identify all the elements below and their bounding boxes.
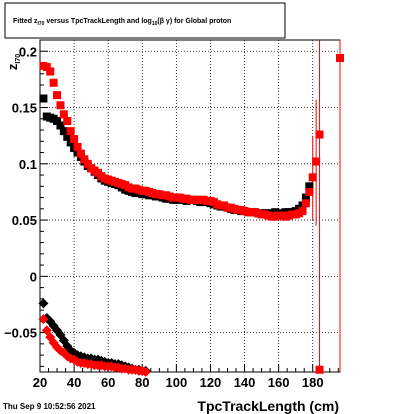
x-axis-title: TpcTrackLength (cm) — [197, 398, 339, 414]
chart-title: Fitted zI70 versus TpcTrackLength and lo… — [13, 18, 231, 27]
data-point-square — [315, 130, 324, 139]
data-point-diamond — [58, 347, 69, 358]
data-point-square — [73, 142, 82, 151]
data-point-square — [301, 199, 310, 208]
x-tick-label: 160 — [268, 375, 290, 390]
data-point-diamond — [58, 335, 69, 346]
data-point-square — [298, 207, 307, 216]
y-tick-label: 0.1 — [19, 157, 37, 172]
data-point-square — [39, 94, 48, 103]
x-tick-label: 140 — [234, 375, 256, 390]
data-point-square — [336, 54, 344, 63]
data-point-square — [46, 67, 55, 76]
data-point-square — [53, 117, 62, 126]
data-point-square — [83, 159, 92, 168]
data-point-square — [312, 157, 321, 166]
data-point-square — [56, 121, 65, 130]
x-tick-label: 180 — [302, 375, 324, 390]
data-point-square — [315, 365, 324, 374]
data-point-square — [301, 193, 310, 202]
x-tick-label: 20 — [33, 375, 47, 390]
data-point-square — [49, 78, 58, 87]
x-tick-label: 120 — [200, 375, 222, 390]
y-tick-label: 0.15 — [12, 101, 37, 116]
chart-title-middle: versus TpcTrackLength and log — [44, 18, 151, 25]
data-point-square — [59, 110, 68, 119]
x-tick-label: 80 — [135, 375, 149, 390]
data-point-square — [305, 187, 314, 196]
y-tick-label: 0.2 — [19, 44, 37, 59]
data-point-square — [80, 155, 89, 164]
data-point-square — [42, 63, 51, 72]
data-point-diamond — [38, 298, 49, 309]
chart-title-prefix: Fitted z — [13, 18, 38, 25]
y-axis-title-sub: I70 — [15, 54, 22, 64]
y-axis-title: zI70 — [5, 54, 22, 70]
x-tick-label: 100 — [166, 375, 188, 390]
chart-title-sub1: I70 — [38, 21, 45, 27]
data-point-diamond — [140, 367, 151, 377]
points-layer — [38, 54, 344, 377]
y-tick-label: 0 — [30, 269, 37, 284]
data-point-square — [53, 91, 62, 100]
data-point-square — [59, 127, 68, 136]
x-tick-label: 40 — [67, 375, 81, 390]
data-point-square — [56, 101, 65, 110]
chart-title-sub2: 10 — [152, 21, 158, 27]
ticks-layer: 20 40 60 80 100 120 140 160 180 −0.05 0 0.05 0.1 0.15… — [4, 39, 339, 390]
data-point-square — [76, 149, 85, 158]
y-axis-title-main: z — [5, 63, 20, 70]
timestamp-label: Thu Sep 9 10:52:56 2021 — [3, 402, 96, 411]
data-point-square — [305, 182, 314, 191]
data-point-square — [66, 127, 75, 136]
x-tick-label: 60 — [101, 375, 115, 390]
data-point-diamond — [41, 325, 52, 336]
data-point-square — [63, 132, 72, 141]
plot-frame — [39, 39, 341, 373]
data-point-diamond — [38, 314, 49, 325]
title-box — [4, 2, 286, 39]
data-point-square — [70, 135, 79, 144]
data-point-square — [63, 117, 72, 126]
y-tick-label: 0.05 — [12, 213, 37, 228]
y-tick-label: −0.05 — [4, 326, 37, 341]
data-point-square — [308, 173, 317, 182]
grid-layer — [39, 40, 340, 372]
chart-title-suffix: (β γ) for Global proton — [157, 18, 231, 25]
